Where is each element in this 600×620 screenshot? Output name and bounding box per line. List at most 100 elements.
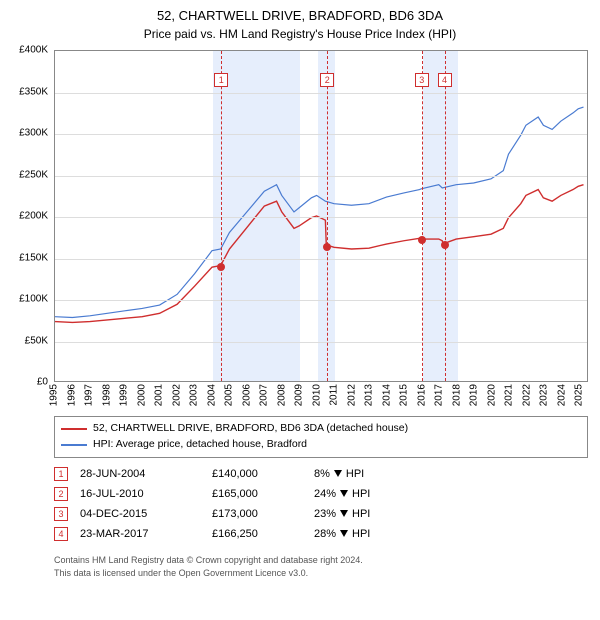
arrow-down-icon bbox=[340, 490, 348, 497]
x-tick-label: 1995 bbox=[49, 384, 60, 406]
legend-row: HPI: Average price, detached house, Brad… bbox=[61, 437, 581, 453]
footer-line1: Contains HM Land Registry data © Crown c… bbox=[54, 554, 588, 567]
highlight-band bbox=[230, 51, 300, 381]
event-line bbox=[221, 51, 222, 381]
chart: £0£50K£100K£150K£200K£250K£300K£350K£400… bbox=[12, 50, 588, 410]
legend: 52, CHARTWELL DRIVE, BRADFORD, BD6 3DA (… bbox=[54, 416, 588, 458]
event-diff-pct: 28% bbox=[314, 528, 336, 540]
highlight-band bbox=[423, 51, 458, 381]
x-tick-label: 2016 bbox=[416, 384, 427, 406]
event-diff-vs: HPI bbox=[346, 468, 364, 480]
x-tick-label: 2021 bbox=[504, 384, 515, 406]
x-tick-label: 2024 bbox=[556, 384, 567, 406]
event-diff-pct: 8% bbox=[314, 468, 330, 480]
x-tick-label: 2014 bbox=[381, 384, 392, 406]
legend-label: 52, CHARTWELL DRIVE, BRADFORD, BD6 3DA (… bbox=[93, 421, 408, 437]
x-tick-label: 1998 bbox=[101, 384, 112, 406]
table-row: 1 28-JUN-2004 £140,000 8% HPI bbox=[54, 464, 588, 484]
y-axis: £0£50K£100K£150K£200K£250K£300K£350K£400… bbox=[12, 50, 52, 382]
y-tick-label: £200K bbox=[19, 211, 48, 222]
event-num-box: 3 bbox=[54, 507, 68, 521]
table-row: 304-DEC-2015£173,00023%HPI bbox=[54, 504, 588, 524]
x-tick-label: 2010 bbox=[311, 384, 322, 406]
table-row: 2 16-JUL-2010 £165,000 24% HPI bbox=[54, 484, 588, 504]
x-tick-label: 2020 bbox=[486, 384, 497, 406]
event-diff: 24% HPI bbox=[314, 488, 424, 500]
x-tick-label: 2009 bbox=[294, 384, 305, 406]
event-num-box: 4 bbox=[54, 527, 68, 541]
event-price: £173,000 bbox=[212, 508, 302, 520]
sale-dot bbox=[323, 243, 331, 251]
x-tick-label: 2006 bbox=[241, 384, 252, 406]
event-line bbox=[445, 51, 446, 381]
x-tick-label: 2011 bbox=[329, 384, 340, 406]
x-tick-label: 2019 bbox=[469, 384, 480, 406]
gridline bbox=[55, 217, 587, 218]
event-date: 28-JUN-2004 bbox=[80, 468, 200, 480]
x-tick-label: 1996 bbox=[66, 384, 77, 406]
event-num-box: 1 bbox=[54, 467, 68, 481]
event-date: 16-JUL-2010 bbox=[80, 488, 200, 500]
event-marker: 2 bbox=[320, 73, 334, 87]
event-diff-vs: HPI bbox=[352, 508, 370, 520]
y-tick-label: £150K bbox=[19, 252, 48, 263]
x-tick-label: 2007 bbox=[259, 384, 270, 406]
arrow-down-icon bbox=[334, 470, 342, 477]
x-tick-label: 2022 bbox=[521, 384, 532, 406]
y-tick-label: £400K bbox=[19, 45, 48, 56]
x-tick-label: 2015 bbox=[399, 384, 410, 406]
event-line bbox=[327, 51, 328, 381]
event-diff-pct: 24% bbox=[314, 488, 336, 500]
event-marker: 1 bbox=[214, 73, 228, 87]
x-tick-label: 2023 bbox=[539, 384, 550, 406]
x-tick-label: 2017 bbox=[434, 384, 445, 406]
x-tick-label: 2003 bbox=[189, 384, 200, 406]
event-marker: 3 bbox=[415, 73, 429, 87]
x-axis: 1995199619971998199920002001200220032004… bbox=[54, 382, 588, 410]
events-table: 1 28-JUN-2004 £140,000 8% HPI 2 16-JUL-2010 £16… bbox=[54, 464, 588, 544]
x-tick-label: 1999 bbox=[119, 384, 130, 406]
event-price: £140,000 bbox=[212, 468, 302, 480]
legend-swatch bbox=[61, 444, 87, 446]
event-diff: 8% HPI bbox=[314, 468, 424, 480]
x-tick-label: 2000 bbox=[136, 384, 147, 406]
x-tick-label: 2013 bbox=[364, 384, 375, 406]
legend-row: 52, CHARTWELL DRIVE, BRADFORD, BD6 3DA (… bbox=[61, 421, 581, 437]
event-marker: 4 bbox=[438, 73, 452, 87]
x-tick-label: 2012 bbox=[346, 384, 357, 406]
y-tick-label: £300K bbox=[19, 128, 48, 139]
sale-dot bbox=[418, 236, 426, 244]
y-tick-label: £250K bbox=[19, 169, 48, 180]
event-diff: 28% HPI bbox=[314, 528, 424, 540]
gridline bbox=[55, 134, 587, 135]
sale-dot bbox=[217, 263, 225, 271]
table-row: 423-MAR-2017£166,25028%HPI bbox=[54, 524, 588, 544]
event-price: £166,250 bbox=[212, 528, 302, 540]
title: 52, CHARTWELL DRIVE, BRADFORD, BD6 3DA bbox=[12, 8, 588, 25]
gridline bbox=[55, 176, 587, 177]
y-tick-label: £100K bbox=[19, 294, 48, 305]
x-tick-label: 2001 bbox=[154, 384, 165, 406]
y-tick-label: £350K bbox=[19, 86, 48, 97]
x-tick-label: 2008 bbox=[276, 384, 287, 406]
x-tick-label: 2025 bbox=[574, 384, 585, 406]
y-tick-label: £0 bbox=[37, 377, 48, 388]
x-tick-label: 2005 bbox=[224, 384, 235, 406]
gridline bbox=[55, 342, 587, 343]
subtitle: Price paid vs. HM Land Registry's House … bbox=[12, 27, 588, 43]
event-price: £165,000 bbox=[212, 488, 302, 500]
event-num-box: 2 bbox=[54, 487, 68, 501]
gridline bbox=[55, 300, 587, 301]
legend-label: HPI: Average price, detached house, Brad… bbox=[93, 437, 307, 453]
event-line bbox=[422, 51, 423, 381]
event-diff: 23%HPI bbox=[314, 508, 424, 520]
legend-swatch bbox=[61, 428, 87, 430]
arrow-down-icon bbox=[340, 510, 348, 517]
y-tick-label: £50K bbox=[25, 335, 48, 346]
plot-area: 1 2 34 bbox=[54, 50, 588, 382]
event-diff-vs: HPI bbox=[352, 488, 370, 500]
arrow-down-icon bbox=[340, 530, 348, 537]
x-tick-label: 1997 bbox=[84, 384, 95, 406]
x-tick-label: 2004 bbox=[206, 384, 217, 406]
event-diff-vs: HPI bbox=[352, 528, 370, 540]
